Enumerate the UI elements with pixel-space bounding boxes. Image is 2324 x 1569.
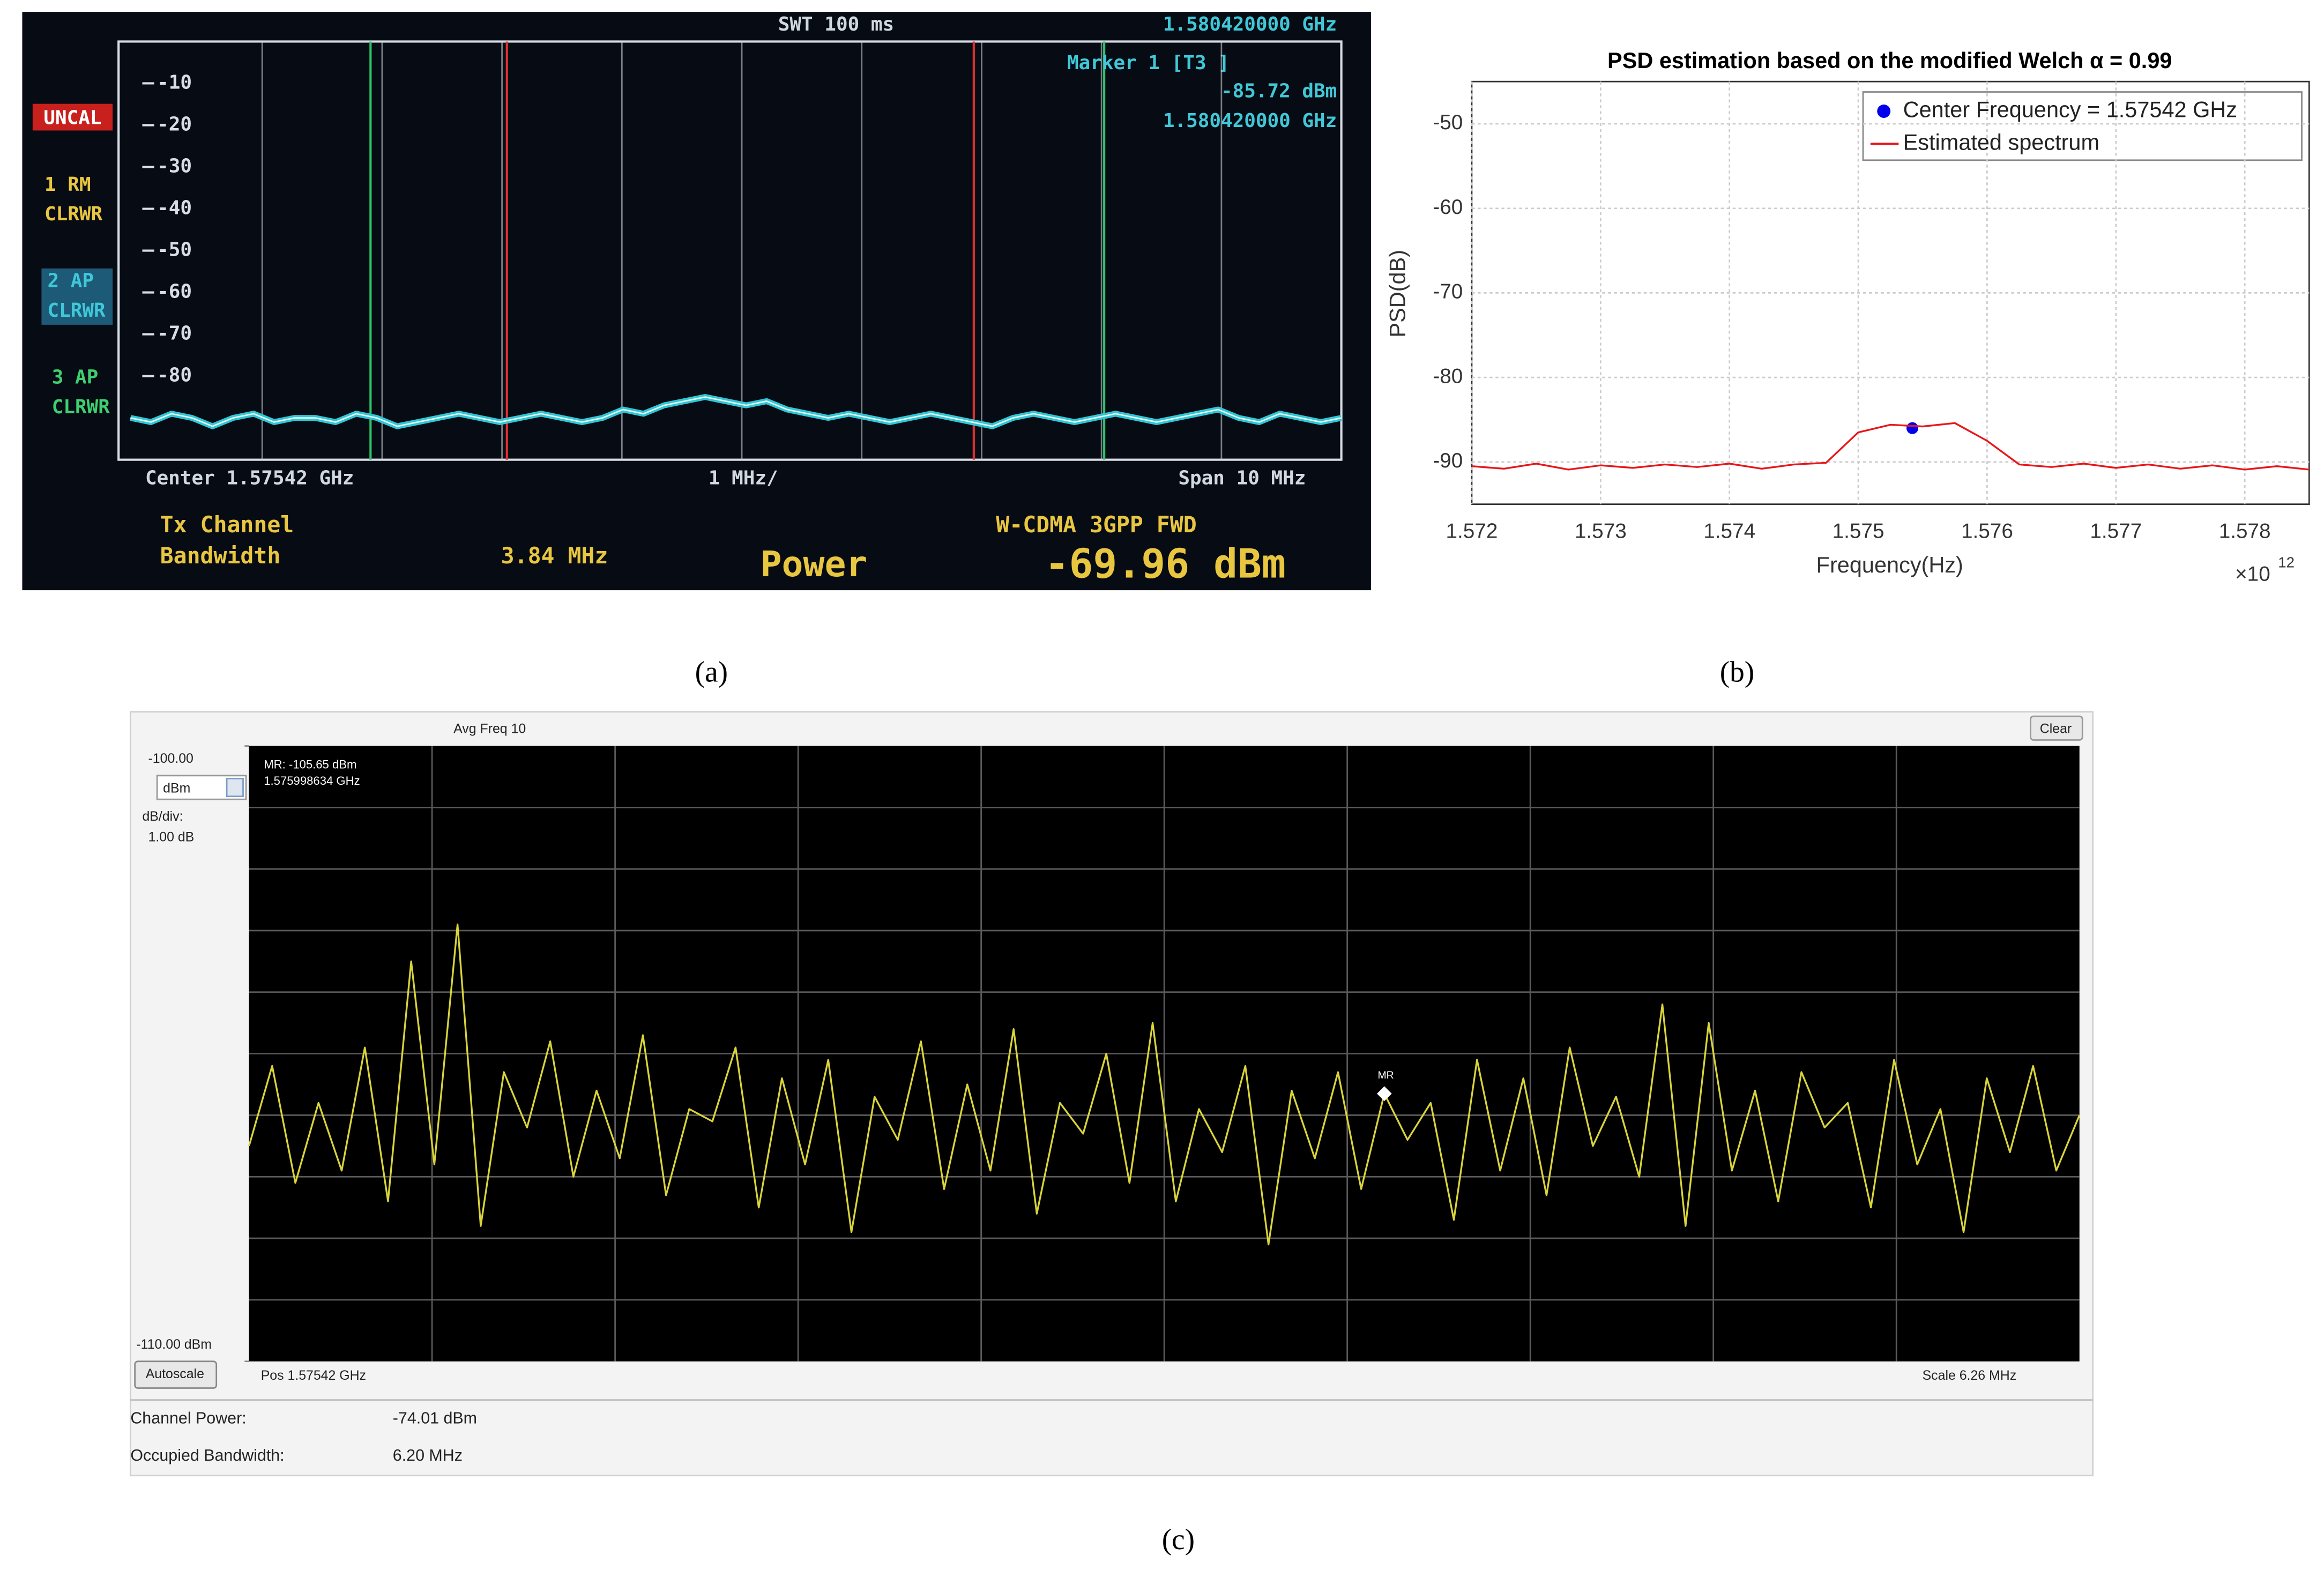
plot-frame (117, 40, 1343, 461)
legend-label: Center Frequency = 1.57542 GHz (1903, 96, 2237, 122)
sweep-time: SWT 100 ms (778, 13, 894, 35)
trace-label: 1 RM (44, 174, 91, 196)
x-multiplier-exponent: 12 (2278, 554, 2295, 571)
division: 1 MHz/ (709, 467, 778, 489)
channel-power-value: -74.01 dBm (393, 1409, 477, 1427)
legend-label: Estimated spectrum (1903, 129, 2099, 154)
uncal: UNCAL (43, 107, 101, 129)
autoscale-label[interactable]: Autoscale (146, 1366, 204, 1381)
scale-label: dB/div: (142, 809, 183, 824)
point (1906, 422, 1919, 434)
position: Pos 1.57542 GHz (261, 1368, 366, 1383)
y-tick-label: -70 (1433, 280, 1463, 303)
marker-frequency: 1.580420000 GHz (1163, 110, 1337, 132)
tx-channel: Tx Channel (160, 511, 294, 538)
marker-frequency: 1.575998634 GHz (264, 774, 360, 787)
y-tick-label: -30 (157, 155, 192, 177)
channel-power-label: Channel Power: (130, 1409, 246, 1427)
x-tick-label: 1.572 (1446, 519, 1498, 542)
caption: (a) (695, 655, 728, 688)
trace-mode: CLRWR (44, 203, 103, 225)
caption: (b) (1720, 655, 1754, 688)
trace-label: 2 AP (47, 270, 94, 292)
y-tick-label: -100.00 (148, 751, 193, 766)
legend-swatch (1877, 105, 1891, 118)
power-value: -69.96 dBm (1045, 540, 1286, 587)
chart-title: PSD estimation based on the modified Wel… (1607, 48, 2172, 73)
y-tick-label: -90 (1433, 449, 1463, 472)
trace-mode: CLRWR (52, 396, 110, 418)
y-tick-label: -40 (157, 197, 192, 219)
y-tick-label: -10 (157, 71, 192, 93)
marker-level: MR: -105.65 dBm (264, 757, 356, 771)
scale: Scale 6.26 MHz (1923, 1368, 2017, 1383)
autoscale-button[interactable] (134, 1360, 218, 1389)
y-tick-label: -20 (157, 113, 192, 135)
marker-level: -85.72 dBm (1221, 80, 1337, 102)
trace-badge (41, 268, 113, 325)
bandwidth-label: Bandwidth (160, 542, 281, 569)
clear-label[interactable]: Clear (2040, 722, 2072, 737)
y-tick-label: -80 (157, 365, 192, 386)
x-tick-label: 1.574 (1703, 519, 1755, 542)
bandwidth-value: 6.20 MHz (393, 1446, 463, 1464)
y-tick-label: -80 (1433, 365, 1463, 388)
power-label: Power (761, 543, 868, 585)
x-tick-label: 1.577 (2090, 519, 2142, 542)
clear-button[interactable] (2030, 715, 2083, 741)
y-axis-label: PSD(dB) (1384, 250, 1410, 338)
marker (1377, 1086, 1392, 1102)
analyzer-screen (22, 12, 1371, 591)
y-tick-label: -50 (157, 239, 192, 261)
frequency: 1.580420000 GHz (1163, 13, 1337, 35)
x-axis-label: Frequency(Hz) (1816, 552, 1963, 577)
spectrum-line (1471, 422, 2310, 471)
center-frequency: Center 1.57542 GHz (145, 467, 354, 489)
trace-label: 3 AP (52, 366, 99, 388)
x-tick-label: 1.573 (1575, 519, 1627, 542)
x-tick-label: 1.575 (1833, 519, 1884, 542)
bandwidth-label: Occupied Bandwidth: (130, 1446, 284, 1464)
y-tick-label: -110.00 dBm (136, 1337, 212, 1352)
bandwidth-value: 3.84 MHz (501, 542, 608, 569)
trace (248, 923, 2081, 1246)
x-tick-label: 1.578 (2219, 519, 2271, 542)
marker-label: MR (1378, 1069, 1394, 1081)
y-tick-label: -50 (1433, 111, 1463, 134)
trace-mode: CLRWR (47, 300, 106, 322)
x-multiplier: ×10 (2235, 563, 2270, 586)
trace-overlay (130, 396, 1342, 427)
scale-value: 1.00 dB (148, 830, 195, 845)
dropdown-arrow[interactable] (226, 778, 244, 798)
y-tick-label: -60 (157, 281, 192, 303)
standard: W-CDMA 3GPP FWD (996, 511, 1196, 538)
caption: (c) (1162, 1523, 1195, 1556)
y-tick-label: -70 (157, 323, 192, 345)
span: Span 10 MHz (1178, 467, 1306, 489)
averaging: Avg Freq 10 (453, 722, 526, 737)
unit[interactable]: dBm (163, 780, 190, 795)
uncal-badge (32, 103, 113, 131)
marker-title: Marker 1 [T3 ] (1067, 52, 1230, 74)
legend-box (1862, 91, 2303, 161)
y-tick-label: -60 (1433, 196, 1463, 219)
x-tick-label: 1.576 (1961, 519, 2013, 542)
